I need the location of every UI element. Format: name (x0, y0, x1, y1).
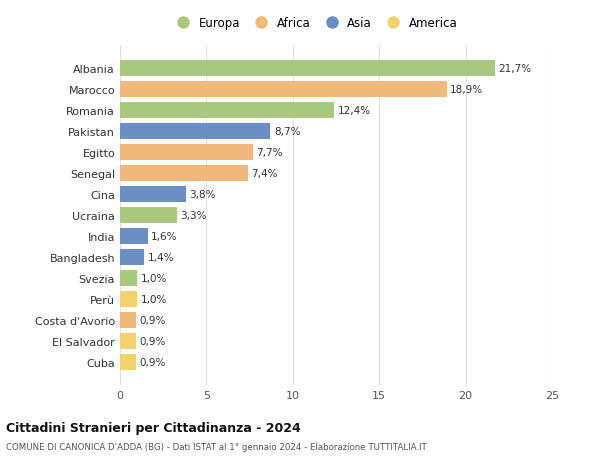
Bar (120, 124, 271, 140)
Text: 0,9%: 0,9% (139, 336, 166, 347)
Text: 0,9%: 0,9% (139, 315, 166, 325)
Bar (120, 334, 136, 349)
Legend: Europa, Africa, Asia, America: Europa, Africa, Asia, America (167, 13, 462, 35)
Bar (120, 166, 248, 182)
Bar (120, 62, 495, 77)
Text: 0,9%: 0,9% (139, 357, 166, 367)
Text: 3,8%: 3,8% (189, 190, 215, 200)
Text: 1,0%: 1,0% (141, 274, 167, 284)
Bar (120, 271, 137, 286)
Bar (120, 291, 137, 308)
Bar (120, 103, 334, 119)
Bar (120, 313, 136, 328)
Bar (120, 145, 253, 161)
Bar (120, 250, 144, 265)
Text: 12,4%: 12,4% (338, 106, 371, 116)
Text: 1,0%: 1,0% (141, 295, 167, 304)
Text: Cittadini Stranieri per Cittadinanza - 2024: Cittadini Stranieri per Cittadinanza - 2… (6, 421, 301, 434)
Bar (120, 187, 185, 202)
Bar (120, 82, 446, 98)
Bar (120, 354, 136, 370)
Bar (120, 229, 148, 245)
Text: 1,6%: 1,6% (151, 232, 178, 241)
Text: 8,7%: 8,7% (274, 127, 300, 137)
Bar (120, 208, 177, 224)
Text: 21,7%: 21,7% (499, 64, 532, 74)
Text: 1,4%: 1,4% (148, 252, 174, 263)
Text: 3,3%: 3,3% (181, 211, 207, 221)
Text: 7,7%: 7,7% (257, 148, 283, 158)
Text: 18,9%: 18,9% (450, 85, 483, 95)
Text: 7,4%: 7,4% (251, 169, 278, 179)
Text: COMUNE DI CANONICA D'ADDA (BG) - Dati ISTAT al 1° gennaio 2024 - Elaborazione TU: COMUNE DI CANONICA D'ADDA (BG) - Dati IS… (6, 442, 427, 451)
